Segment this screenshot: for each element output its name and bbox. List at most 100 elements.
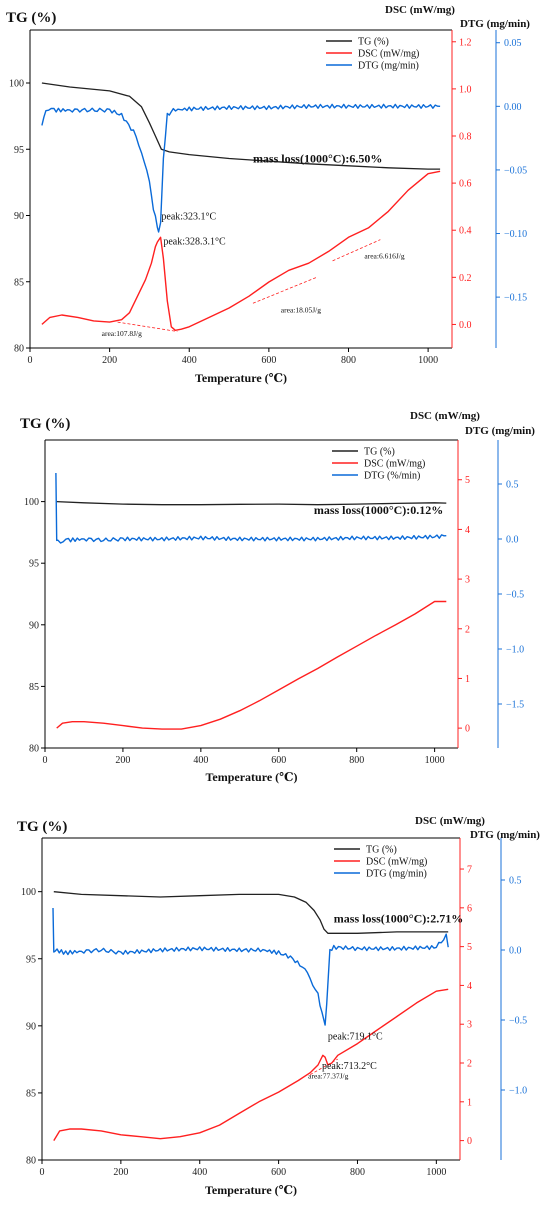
tg-series-line: [53, 891, 449, 934]
tg-tick-label: 80: [26, 1156, 36, 1167]
area-annotation: area:18.05J/g: [281, 306, 321, 315]
dsc-series-line: [41, 170, 441, 331]
dtg-tick-label: −1.0: [509, 1086, 527, 1097]
dsc-tick-label: 2: [467, 1059, 472, 1070]
dtg-axis-title: DTG (mg/min): [465, 425, 535, 437]
dsc-tick-label: 0.6: [459, 179, 472, 190]
dsc-series-line: [53, 988, 449, 1141]
x-tick-label: 1000: [418, 355, 438, 366]
x-tick-label: 400: [182, 355, 197, 366]
tg-tick-label: 100: [9, 79, 24, 90]
legend-label: DTG (mg/min): [358, 61, 419, 72]
dsc-tick-label: 1.0: [459, 84, 472, 95]
legend-label: TG (%): [358, 37, 389, 48]
dsc-axis-title: DSC (mW/mg): [385, 4, 455, 16]
x-tick-label: 0: [28, 355, 33, 366]
mass-loss-annotation: mass loss(1000°C):2.71%: [334, 912, 463, 926]
dtg-tick-label: −0.05: [504, 165, 527, 176]
tg-tick-label: 90: [26, 1021, 36, 1032]
dtg-tick-label: 0.05: [504, 38, 522, 49]
x-tick-label: 400: [193, 755, 208, 766]
legend-label: TG (%): [364, 447, 395, 458]
tg-series-line: [41, 82, 441, 170]
x-tick-label: 600: [271, 1167, 286, 1178]
tg-tick-label: 95: [26, 954, 36, 965]
dtg-tick-label: 0.00: [504, 102, 522, 113]
x-tick-label: 1000: [425, 755, 445, 766]
tg-tick-label: 95: [29, 559, 39, 570]
dsc-tick-label: 3: [467, 1020, 472, 1031]
x-axis-title: Temperature (℃): [205, 1183, 297, 1197]
x-tick-label: 1000: [426, 1167, 446, 1178]
dtg-tick-label: 0.5: [506, 480, 519, 491]
tg-tick-label: 95: [14, 145, 24, 156]
chart-panel-3: 0 200 400 600 800 10008085909510001234567−1.0…: [17, 815, 540, 1197]
x-tick-label: 200: [113, 1167, 128, 1178]
x-axis-title: Temperature (℃): [205, 770, 297, 784]
legend-label: TG (%): [366, 845, 397, 856]
tg-axis-title: TG (%): [6, 10, 56, 26]
tg-axis-title: TG (%): [17, 819, 67, 835]
dtg-tick-label: −0.15: [504, 293, 527, 304]
dsc-tick-label: 5: [465, 475, 470, 486]
legend-label: DSC (mW/mg): [366, 857, 427, 868]
peak-annotation: peak:328.3.1°C: [163, 236, 226, 247]
dtg-tick-label: −1.0: [506, 645, 524, 656]
dtg-tick-label: 0.5: [509, 876, 522, 887]
dsc-baseline: [117, 321, 178, 332]
peak-annotation: peak:323.1°C: [161, 211, 216, 222]
tg-tick-label: 85: [29, 682, 39, 693]
peak-annotation: peak:713.2°C: [322, 1061, 377, 1072]
x-tick-label: 800: [341, 355, 356, 366]
tg-tick-label: 90: [14, 211, 24, 222]
dtg-tick-label: −1.5: [506, 700, 524, 711]
mass-loss-annotation: mass loss(1000°C):6.50%: [253, 152, 382, 166]
dsc-baseline: [332, 239, 381, 262]
x-tick-label: 800: [350, 1167, 365, 1178]
x-tick-label: 0: [43, 755, 48, 766]
tg-tick-label: 80: [14, 344, 24, 355]
dtg-tick-label: 0.0: [509, 946, 522, 957]
dsc-tick-label: 1: [465, 674, 470, 685]
legend: TG (%)DSC (mW/mg)DTG (mg/min): [334, 845, 427, 880]
area-annotation: area:77.37J/g: [308, 1072, 348, 1081]
dsc-tick-label: 5: [467, 942, 472, 953]
dsc-tick-label: 0.4: [459, 226, 472, 237]
dsc-tick-label: 0.0: [459, 320, 472, 331]
dtg-tick-label: −0.5: [509, 1016, 527, 1027]
dsc-axis-title: DSC (mW/mg): [410, 410, 480, 422]
x-tick-label: 600: [261, 355, 276, 366]
dsc-tick-label: 3: [465, 575, 470, 586]
legend: TG (%)DSC (mW/mg)DTG (%/min): [332, 447, 425, 482]
tg-axis-title: TG (%): [20, 416, 70, 432]
tg-tick-label: 100: [21, 887, 36, 898]
dsc-tick-label: 6: [467, 903, 472, 914]
dsc-baseline: [252, 276, 317, 304]
x-tick-label: 0: [40, 1167, 45, 1178]
mass-loss-annotation: mass loss(1000°C):0.12%: [314, 503, 443, 517]
dsc-axis-title: DSC (mW/mg): [415, 815, 485, 827]
dsc-tick-label: 4: [467, 981, 472, 992]
dtg-tick-label: −0.10: [504, 229, 527, 240]
legend-label: DTG (%/min): [364, 471, 420, 482]
dsc-tick-label: 4: [465, 525, 470, 536]
dsc-tick-label: 0: [465, 724, 470, 735]
legend-label: DTG (mg/min): [366, 869, 427, 880]
peak-annotation: peak:719.1°C: [328, 1031, 383, 1042]
x-tick-label: 800: [349, 755, 364, 766]
dtg-tick-label: 0.0: [506, 535, 519, 546]
dsc-tick-label: 1: [467, 1097, 472, 1108]
x-tick-label: 200: [115, 755, 130, 766]
dtg-series-line: [55, 472, 447, 544]
dsc-tick-label: 0.2: [459, 273, 472, 284]
tg-tick-label: 85: [26, 1088, 36, 1099]
dsc-tick-label: 0: [467, 1136, 472, 1147]
dsc-tick-label: 1.2: [459, 37, 472, 48]
dtg-series-line: [52, 907, 449, 1026]
dsc-tick-label: 7: [467, 865, 472, 876]
dsc-tick-label: 2: [465, 624, 470, 635]
legend: TG (%)DSC (mW/mg)DTG (mg/min): [326, 37, 419, 72]
tg-tick-label: 80: [29, 744, 39, 755]
legend-label: DSC (mW/mg): [358, 49, 419, 60]
